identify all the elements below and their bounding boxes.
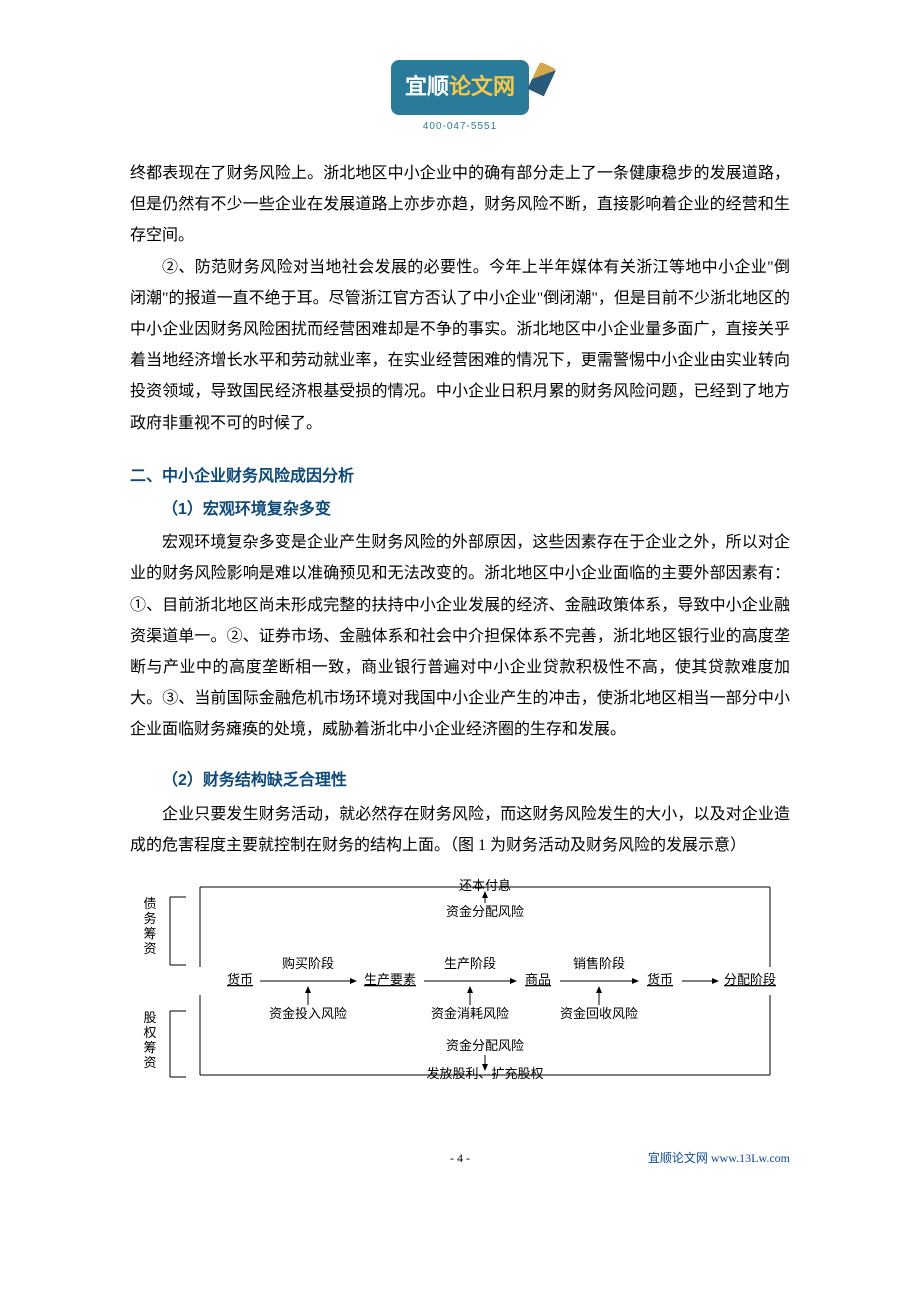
svg-text:货币: 货币 — [227, 972, 253, 987]
svg-text:债: 债 — [143, 896, 156, 911]
heading-section-2: 二、中小企业财务风险成因分析 — [130, 461, 790, 492]
page-footer: - 4 - 宜顺论文网 www.13Lw.com — [130, 1147, 790, 1167]
svg-text:货币: 货币 — [647, 972, 673, 987]
svg-text:资金回收风险: 资金回收风险 — [560, 1006, 638, 1021]
figure-1-flowchart: 债务筹资股权筹资货币生产要素商品货币分配阶段购买阶段资金投入风险生产阶段资金消耗… — [130, 875, 790, 1087]
svg-text:购买阶段: 购买阶段 — [282, 956, 334, 971]
svg-text:生产要素: 生产要素 — [364, 972, 416, 987]
subheading-2-1: （1）宏观环境复杂多变 — [130, 494, 790, 525]
svg-text:资金消耗风险: 资金消耗风险 — [431, 1006, 509, 1021]
svg-text:还本付息: 还本付息 — [459, 878, 511, 893]
svg-text:股: 股 — [143, 1010, 156, 1025]
flowchart-svg: 债务筹资股权筹资货币生产要素商品货币分配阶段购买阶段资金投入风险生产阶段资金消耗… — [130, 875, 790, 1087]
svg-text:资金分配风险: 资金分配风险 — [446, 1038, 524, 1053]
pen-icon — [528, 62, 557, 97]
svg-text:资金分配风险: 资金分配风险 — [446, 904, 524, 919]
svg-text:权: 权 — [143, 1025, 156, 1040]
logo-phone: 400-047-5551 — [391, 117, 529, 137]
svg-text:分配阶段: 分配阶段 — [724, 972, 776, 987]
svg-text:生产阶段: 生产阶段 — [444, 956, 496, 971]
svg-text:务: 务 — [143, 911, 156, 926]
svg-text:筹: 筹 — [143, 926, 156, 941]
logo-text-yellow: 论文网 — [449, 74, 515, 99]
paragraph-3: 宏观环境复杂多变是企业产生财务风险的外部原因，这些因素存在于企业之外，所以对企业… — [130, 527, 790, 745]
logo-text-blue: 宜顺 — [405, 74, 449, 99]
paragraph-4: 企业只要发生财务活动，就必然存在财务风险，而这财务风险发生的大小，以及对企业造成… — [130, 799, 790, 861]
footer-site-link[interactable]: 宜顺论文网 www.13Lw.com — [648, 1147, 790, 1170]
subheading-2-2: （2）财务结构缺乏合理性 — [130, 765, 790, 796]
svg-text:资: 资 — [143, 1055, 156, 1070]
paragraph-1: 终都表现在了财务风险上。浙北地区中小企业中的确有部分走上了一条健康稳步的发展道路… — [130, 158, 790, 252]
svg-text:销售阶段: 销售阶段 — [573, 956, 625, 971]
svg-text:资: 资 — [143, 941, 156, 956]
footer-url: www.13Lw.com — [711, 1151, 790, 1165]
svg-text:筹: 筹 — [143, 1040, 156, 1055]
paragraph-2: ②、防范财务风险对当地社会发展的必要性。今年上半年媒体有关浙江等地中小企业"倒闭… — [130, 252, 790, 439]
header-logo: 宜顺论文网 400-047-5551 — [130, 60, 790, 140]
svg-text:商品: 商品 — [525, 972, 551, 987]
footer-site-name: 宜顺论文网 — [648, 1151, 708, 1165]
svg-text:资金投入风险: 资金投入风险 — [269, 1006, 347, 1021]
